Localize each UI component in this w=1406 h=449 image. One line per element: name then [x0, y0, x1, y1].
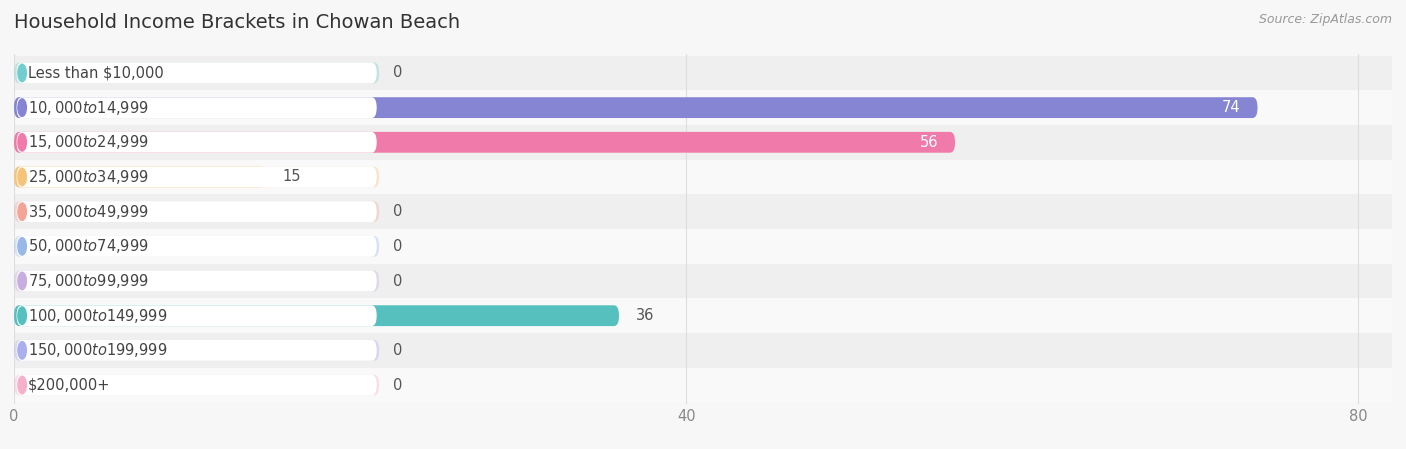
FancyBboxPatch shape: [17, 374, 377, 396]
FancyBboxPatch shape: [17, 236, 377, 257]
Text: $150,000 to $199,999: $150,000 to $199,999: [28, 341, 167, 359]
FancyBboxPatch shape: [17, 305, 377, 326]
Text: Household Income Brackets in Chowan Beach: Household Income Brackets in Chowan Beac…: [14, 13, 460, 32]
FancyBboxPatch shape: [17, 132, 377, 153]
FancyBboxPatch shape: [14, 236, 380, 257]
Bar: [14, 264, 1392, 298]
Text: 0: 0: [392, 378, 402, 392]
Text: 36: 36: [636, 308, 654, 323]
FancyBboxPatch shape: [14, 305, 619, 326]
Text: 15: 15: [283, 169, 301, 185]
FancyBboxPatch shape: [14, 305, 380, 326]
FancyBboxPatch shape: [14, 271, 380, 291]
Text: $15,000 to $24,999: $15,000 to $24,999: [28, 133, 149, 151]
FancyBboxPatch shape: [14, 97, 1257, 118]
FancyBboxPatch shape: [14, 201, 380, 222]
FancyBboxPatch shape: [14, 374, 380, 396]
Circle shape: [18, 376, 27, 394]
Bar: [14, 125, 1392, 160]
Circle shape: [18, 133, 27, 151]
Circle shape: [18, 203, 27, 220]
FancyBboxPatch shape: [14, 167, 380, 187]
Circle shape: [18, 238, 27, 255]
Circle shape: [18, 64, 27, 82]
FancyBboxPatch shape: [14, 97, 380, 118]
Text: 0: 0: [392, 343, 402, 358]
Circle shape: [18, 168, 27, 186]
Text: Less than $10,000: Less than $10,000: [28, 66, 163, 80]
Text: $50,000 to $74,999: $50,000 to $74,999: [28, 238, 149, 255]
Text: 0: 0: [392, 273, 402, 289]
Text: $35,000 to $49,999: $35,000 to $49,999: [28, 202, 149, 220]
Bar: [14, 56, 1392, 90]
Bar: [14, 90, 1392, 125]
FancyBboxPatch shape: [14, 340, 380, 361]
Bar: [14, 333, 1392, 368]
Text: $100,000 to $149,999: $100,000 to $149,999: [28, 307, 167, 325]
Circle shape: [18, 307, 27, 325]
FancyBboxPatch shape: [14, 62, 380, 84]
FancyBboxPatch shape: [14, 132, 955, 153]
Text: 0: 0: [392, 239, 402, 254]
Text: $10,000 to $14,999: $10,000 to $14,999: [28, 99, 149, 117]
Circle shape: [18, 272, 27, 290]
Text: 56: 56: [920, 135, 938, 150]
Bar: [14, 160, 1392, 194]
Bar: [14, 368, 1392, 402]
FancyBboxPatch shape: [17, 271, 377, 291]
Text: $200,000+: $200,000+: [28, 378, 110, 392]
Bar: [14, 194, 1392, 229]
FancyBboxPatch shape: [14, 132, 380, 153]
Circle shape: [18, 342, 27, 359]
Text: 0: 0: [392, 66, 402, 80]
FancyBboxPatch shape: [14, 167, 266, 187]
Text: 0: 0: [392, 204, 402, 219]
Text: Source: ZipAtlas.com: Source: ZipAtlas.com: [1258, 13, 1392, 26]
FancyBboxPatch shape: [17, 97, 377, 118]
FancyBboxPatch shape: [17, 167, 377, 187]
FancyBboxPatch shape: [17, 340, 377, 361]
FancyBboxPatch shape: [17, 201, 377, 222]
Text: $25,000 to $34,999: $25,000 to $34,999: [28, 168, 149, 186]
Bar: [14, 298, 1392, 333]
Bar: [14, 229, 1392, 264]
Text: $75,000 to $99,999: $75,000 to $99,999: [28, 272, 149, 290]
Text: 74: 74: [1222, 100, 1240, 115]
Circle shape: [18, 99, 27, 116]
FancyBboxPatch shape: [17, 62, 377, 84]
